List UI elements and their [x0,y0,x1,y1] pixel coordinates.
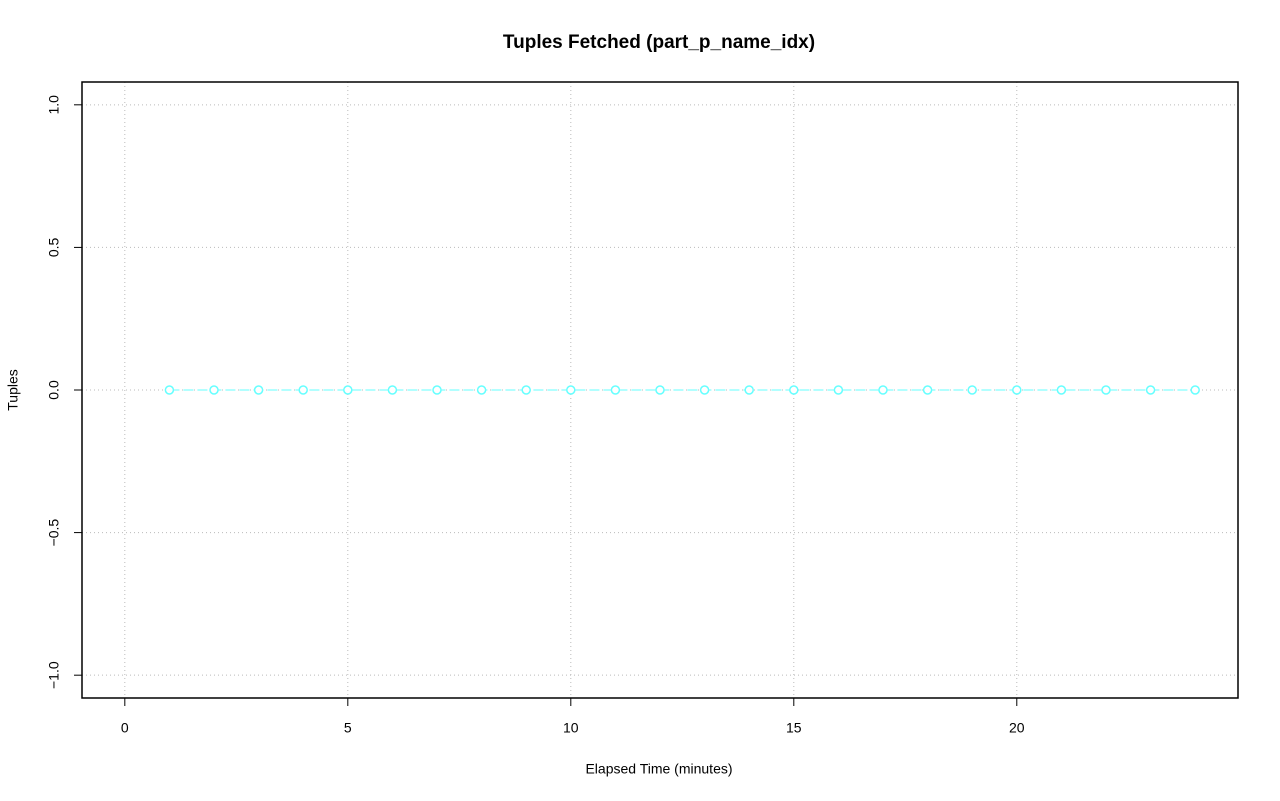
data-point [967,385,977,395]
x-tick-label: 10 [563,720,579,736]
data-point [209,385,219,395]
data-point [655,385,665,395]
data-point [699,385,710,395]
data-point [1012,385,1022,395]
x-tick-label: 20 [1009,720,1025,736]
data-point [298,385,308,395]
x-tick-label: 5 [344,720,352,736]
y-tick-label: −0.5 [46,519,62,547]
data-point [744,385,754,395]
plot-frame [81,81,1239,699]
y-axis-label: Tuples [5,369,21,411]
chart-title: Tuples Fetched (part_p_name_idx) [503,32,815,53]
data-point [1145,385,1156,395]
y-tick-label: 1.0 [46,95,62,115]
y-tick-label: 0.5 [46,237,62,257]
x-tick-label: 15 [786,720,802,736]
data-point [1056,385,1067,395]
data-point [1101,385,1111,395]
data-point [922,385,933,395]
x-axis-label: Elapsed Time (minutes) [585,761,732,777]
data-point [833,385,844,395]
data-point [164,385,175,395]
data-point [476,385,487,395]
data-point [789,385,799,395]
y-tick-label: −1.0 [46,661,62,689]
data-point [521,385,531,395]
data-point [343,385,353,395]
data-point [253,385,264,395]
data-point [610,385,621,395]
data-point [387,385,398,395]
data-point [1190,385,1200,395]
data-point [878,385,888,395]
data-point [432,385,442,395]
y-tick-label: 0.0 [46,380,62,400]
x-tick-label: 0 [121,720,129,736]
data-point [566,385,576,395]
